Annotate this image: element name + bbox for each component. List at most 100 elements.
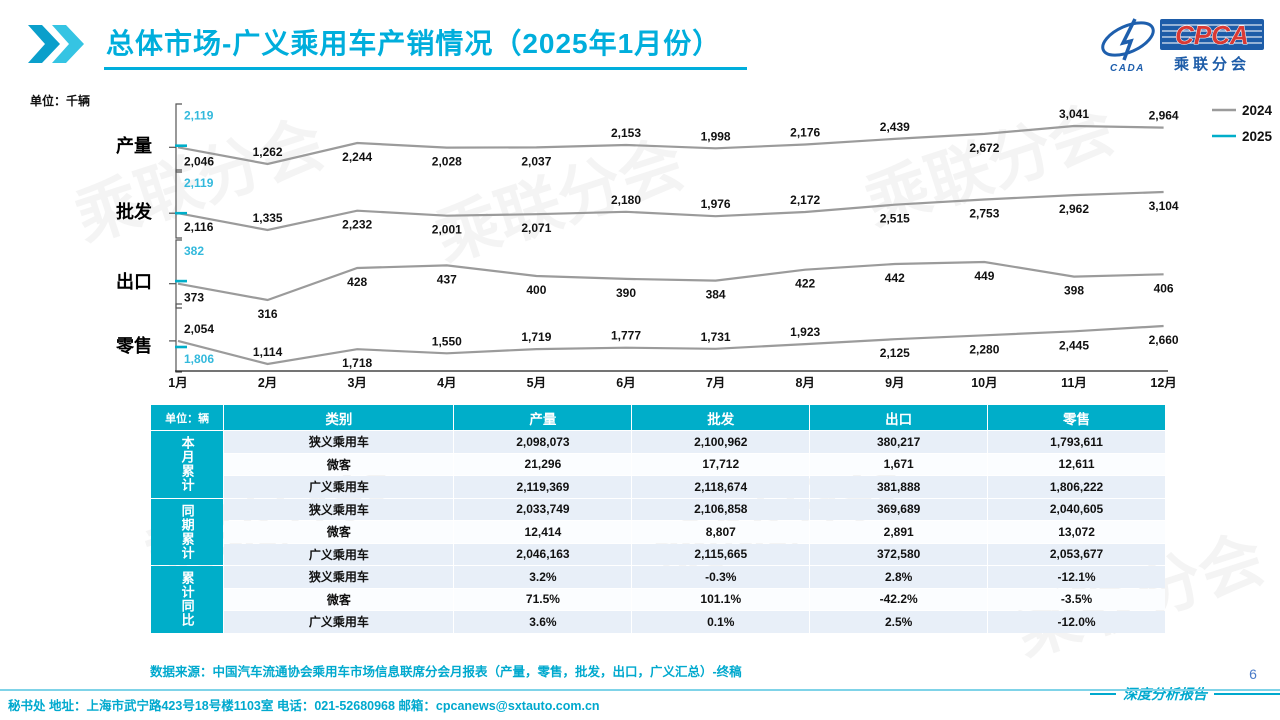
table-row: 广义乘用车 3.6% 0.1% 2.5% -12.0% [151, 611, 1165, 633]
table-row: 广义乘用车 2,046,163 2,115,665 372,580 2,053,677 [151, 543, 1165, 565]
data-label-2024: 1,335 [253, 211, 283, 225]
data-label-2024: 1,777 [611, 329, 641, 343]
double-chevron-icon [28, 25, 84, 63]
data-label-2024: 437 [437, 272, 457, 286]
data-label-2024: 2,280 [969, 342, 999, 356]
data-source-note: 数据来源：中国汽车流通协会乘用车市场信息联席分会月报表（产量，零售，批发，出口，… [150, 665, 742, 679]
svg-text:CADA: CADA [1110, 63, 1145, 74]
table-value-cell: 2.8% [810, 566, 988, 588]
y-axis-bracket [175, 169, 182, 239]
data-label-2024: 2,054 [184, 322, 214, 336]
table-column-header: 零售 [988, 405, 1165, 430]
table-value-cell: 12,611 [988, 453, 1165, 475]
x-axis-tick-label: 4月 [437, 376, 456, 390]
data-label-2024: 1,719 [521, 330, 551, 344]
table-value-cell: 380,217 [810, 431, 988, 453]
table-row: 微客 21,296 17,712 1,671 12,611 [151, 453, 1165, 475]
x-axis-tick-label: 6月 [616, 376, 635, 390]
data-label-2024: 3,041 [1059, 107, 1089, 121]
line-2024 [177, 124, 1164, 166]
data-label-2024: 2,962 [1059, 202, 1089, 216]
data-label-2024: 2,125 [880, 346, 910, 360]
x-axis-tick-label: 2月 [258, 376, 277, 390]
table-category-cell: 广义乘用车 [224, 476, 454, 498]
svg-text:CPCA: CPCA [1175, 20, 1249, 50]
table-value-cell: -12.1% [988, 566, 1165, 588]
table-column-header: 出口 [810, 405, 988, 430]
table-category-cell: 狭义乘用车 [224, 431, 454, 453]
data-label-2024: 373 [184, 291, 204, 305]
table-value-cell: 2,100,962 [632, 431, 810, 453]
data-label-2024: 2,753 [969, 207, 999, 221]
line-2024 [177, 324, 1164, 366]
page-title: 总体市场-广义乘用车产销情况（2025年1月份） [104, 22, 748, 70]
table-value-cell: -42.2% [810, 588, 988, 610]
monthly-trend-chart: 产量 2,046 1,262 2,244 2,028 2,037 2,153 1,998 2,1… [115, 103, 1273, 390]
data-label-2024: 2,180 [611, 193, 641, 207]
table-value-cell: 17,712 [632, 453, 810, 475]
chart-row-retail: 零售 2,054 1,114 1,718 1,550 1,719 1,777 1,731 1,9… [115, 303, 1179, 373]
table-category-cell: 微客 [224, 521, 454, 543]
table-value-cell: 1,671 [810, 453, 988, 475]
table-column-header: 产量 [454, 405, 632, 430]
data-label-2024: 2,439 [880, 120, 910, 134]
table-value-cell: -3.5% [988, 588, 1165, 610]
table-value-cell: 101.1% [632, 588, 810, 610]
data-label-2024: 2,153 [611, 126, 641, 140]
y-axis-bracket [175, 103, 182, 173]
summary-table: 单位：辆 类别 产量 批发 出口 零售 本月累计 狭义乘用车 2,098,073 2,100,96… [150, 404, 1166, 634]
table-value-cell: 0.1% [632, 611, 810, 633]
x-axis-tick-label: 8月 [795, 376, 814, 390]
data-label-2024: 400 [526, 283, 546, 297]
table-group-label: 本月累计 [151, 431, 224, 498]
data-label-2024: 2,660 [1149, 333, 1179, 347]
cpca-logo: CADA CPCA 乘联分会 [1101, 18, 1264, 74]
table-value-cell: 2,891 [810, 521, 988, 543]
chart-legend: 2024 2025 [1212, 103, 1273, 144]
table-category-cell: 狭义乘用车 [224, 498, 454, 520]
data-label-2024: 2,116 [184, 220, 214, 234]
report-tag-dash [1214, 693, 1280, 695]
table-value-cell: 2,115,665 [632, 543, 810, 565]
svg-text:乘联分会: 乘联分会 [1173, 55, 1250, 73]
table-value-cell: 21,296 [454, 453, 632, 475]
table-value-cell: 2,033,749 [454, 498, 632, 520]
table-category-cell: 微客 [224, 588, 454, 610]
table-value-cell: 2,053,677 [988, 543, 1165, 565]
table-category-cell: 狭义乘用车 [224, 566, 454, 588]
data-label-2024: 2,172 [790, 193, 820, 207]
report-tag-dash [1090, 693, 1116, 695]
data-label-2024: 2,001 [432, 223, 462, 237]
table-row: 微客 12,414 8,807 2,891 13,072 [151, 521, 1165, 543]
data-label-2024: 3,104 [1149, 199, 1179, 213]
x-axis-tick-label: 10月 [971, 376, 997, 390]
data-label-2024: 384 [706, 288, 726, 302]
report-tag: 深度分析报告 [1090, 684, 1280, 704]
table-value-cell: 3.6% [454, 611, 632, 633]
data-label-2024: 398 [1064, 284, 1084, 298]
table-value-cell: 2,098,073 [454, 431, 632, 453]
data-label-2025: 2,119 [184, 109, 214, 123]
table-value-cell: 2.5% [810, 611, 988, 633]
cpca-wordmark: CPCA 乘联分会 [1160, 19, 1264, 73]
data-label-2024: 442 [885, 271, 905, 285]
table-row: 本月累计 狭义乘用车 2,098,073 2,100,962 380,217 1,793,… [151, 431, 1165, 498]
x-axis-tick-label: 1月 [168, 376, 187, 390]
data-label-2024: 1,998 [701, 129, 731, 143]
data-label-2024: 2,071 [521, 221, 551, 235]
x-axis-tick-label: 11月 [1061, 376, 1087, 390]
table-category-cell: 广义乘用车 [224, 611, 454, 633]
table-value-cell: 12,414 [454, 521, 632, 543]
chart-row-label: 产量 [116, 135, 152, 156]
x-axis-tick-label: 12月 [1150, 376, 1176, 390]
table-value-cell: 372,580 [810, 543, 988, 565]
x-axis-tick-label: 5月 [527, 376, 546, 390]
table-category-cell: 广义乘用车 [224, 543, 454, 565]
chart-row-label: 出口 [116, 271, 152, 292]
data-label-2024: 422 [795, 277, 815, 291]
table-value-cell: 2,046,163 [454, 543, 632, 565]
line-2024 [177, 260, 1164, 302]
table-value-cell: 3.2% [454, 566, 632, 588]
table-row: 累计同比 狭义乘用车 3.2% -0.3% 2.8% -12.1% [151, 566, 1165, 633]
chart-row-label: 批发 [116, 201, 153, 222]
